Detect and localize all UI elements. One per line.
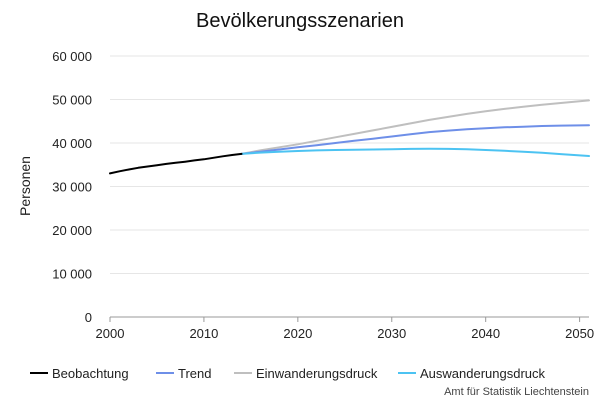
y-tick-label: 50 000 [52, 93, 92, 108]
y-tick-label: 60 000 [52, 49, 92, 64]
x-tick-label: 2030 [377, 326, 406, 341]
legend: Beobachtung Trend Einwanderungsdruck Auswan… [30, 366, 546, 381]
x-tick-label: 2010 [189, 326, 218, 341]
data-series [109, 99, 590, 175]
legend-item: Trend [156, 366, 211, 381]
y-tick-label: 40 000 [52, 136, 92, 151]
y-tick-label: 20 000 [52, 223, 92, 238]
source-credit: Amt für Statistik Liechtenstein [444, 386, 589, 398]
x-tick-label: 2000 [96, 326, 125, 341]
y-axis-label: Personen [17, 156, 33, 216]
x-tick-label: 2020 [283, 326, 312, 341]
series-line-trend [240, 124, 590, 155]
legend-label: Trend [178, 366, 211, 381]
legend-item: Beobachtung [30, 366, 129, 381]
y-tick-label: 30 000 [52, 180, 92, 195]
legend-item: Einwanderungsdruck [234, 366, 378, 381]
x-tick-label: 2040 [471, 326, 500, 341]
grid-lines [110, 55, 589, 274]
y-tick-label: 0 [85, 310, 92, 325]
legend-label: Auswanderungsdruck [420, 366, 546, 381]
legend-label: Beobachtung [52, 366, 129, 381]
legend-label: Einwanderungsdruck [256, 366, 378, 381]
series-line-beobachtung [109, 152, 243, 175]
series-line-auswanderungsdruck [240, 147, 590, 157]
legend-item: Auswanderungsdruck [398, 366, 546, 381]
axes: 0 10 000 20 000 30 000 40 000 50 000 60 000 200… [52, 49, 594, 341]
y-tick-label: 10 000 [52, 267, 92, 282]
x-tick-label: 2050 [565, 326, 594, 341]
chart-title: Bevölkerungsszenarien [196, 10, 404, 32]
series-line-einwanderungsdruck [240, 99, 590, 155]
